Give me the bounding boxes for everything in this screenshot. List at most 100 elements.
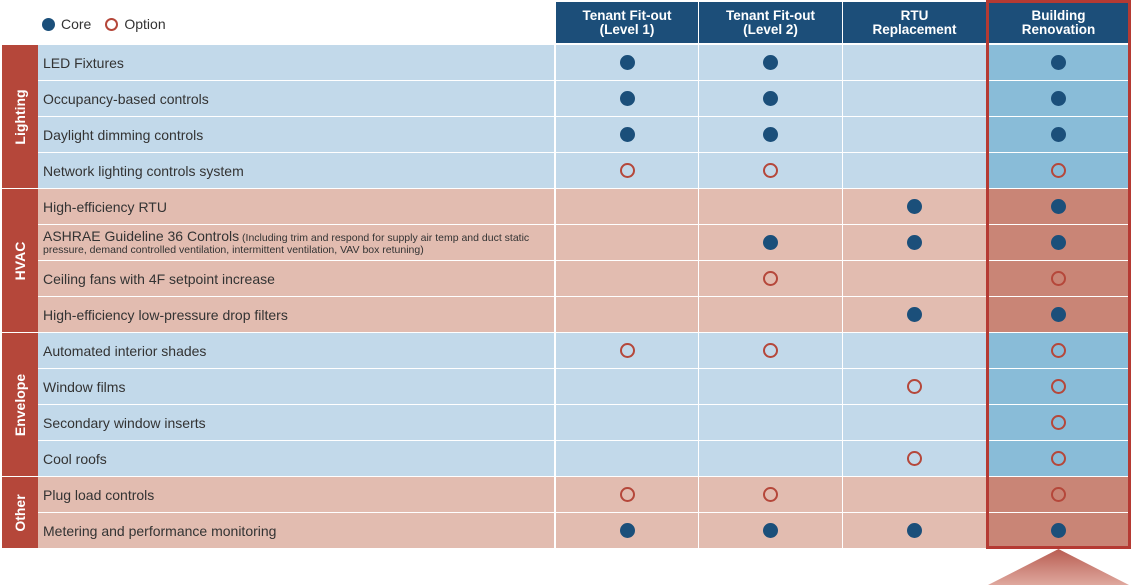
measure-label: Network lighting controls system (38, 153, 554, 188)
cell-col-1 (556, 225, 698, 260)
cell-col-4 (988, 117, 1129, 152)
option-circle-icon (1051, 163, 1066, 178)
measure-name: Occupancy-based controls (43, 90, 209, 107)
table-row: Secondary window inserts (38, 405, 1131, 440)
option-circle-icon (619, 343, 635, 358)
cell-col-3 (843, 477, 986, 512)
cell-col-4 (988, 189, 1129, 224)
cell-col-4 (988, 405, 1129, 440)
measure-note: (Including trim and respond for supply a… (43, 231, 530, 256)
cell-col-4 (988, 153, 1129, 188)
cell-col-3 (843, 369, 986, 404)
legend-core: Core (42, 16, 91, 32)
cell-col-4 (988, 261, 1129, 296)
core-dot-icon (1051, 55, 1066, 70)
cell-col-3 (843, 441, 986, 476)
option-circle-icon (619, 163, 635, 178)
cell-col-2 (699, 369, 842, 404)
table-row: High-efficiency RTU (38, 189, 1131, 224)
core-dot-icon (763, 235, 778, 250)
cell-col-3 (843, 225, 986, 260)
measure-name: Daylight dimming controls (43, 126, 204, 143)
measure-name: Secondary window inserts (43, 414, 206, 431)
measure-label: LED Fixtures (38, 45, 554, 80)
measure-name: High-efficiency low-pressure drop filter… (43, 306, 288, 323)
measure-name: Metering and performance monitoring (43, 522, 277, 539)
measure-label: High-efficiency RTU (38, 189, 554, 224)
cell-col-2 (699, 45, 842, 80)
measure-name: Ceiling fans with 4F setpoint increase (43, 270, 275, 287)
option-circle-icon (1051, 271, 1066, 286)
measure-label: Metering and performance monitoring (38, 513, 554, 548)
group-label-text: Envelope (12, 373, 28, 436)
cell-col-1 (556, 45, 698, 80)
group-label-other: Other (2, 477, 38, 548)
column-header-2: Tenant Fit-out (Level 2) (699, 2, 842, 43)
measure-name: ASHRAE Guideline 36 Controls (43, 227, 240, 244)
cell-col-1 (556, 261, 698, 296)
cell-col-1 (556, 153, 698, 188)
table-row: Metering and performance monitoring (38, 513, 1131, 548)
measure-name: Automated interior shades (43, 342, 207, 359)
measure-name: Plug load controls (43, 486, 155, 503)
option-circle-icon (907, 379, 922, 394)
cell-col-3 (843, 333, 986, 368)
table-row: Window films (38, 369, 1131, 404)
cell-col-1 (556, 117, 698, 152)
core-dot-icon (1051, 523, 1066, 538)
core-dot-icon (907, 235, 922, 250)
cell-col-4 (988, 333, 1129, 368)
cell-col-1 (556, 297, 698, 332)
column-header-1: Tenant Fit-out (Level 1) (556, 2, 698, 43)
cell-col-4 (988, 225, 1129, 260)
cell-col-4 (988, 477, 1129, 512)
cell-col-3 (843, 189, 986, 224)
core-dot-icon (763, 127, 778, 142)
group-label-text: Lighting (12, 88, 28, 145)
cell-col-1 (556, 513, 698, 548)
measure-label: Automated interior shades (38, 333, 554, 368)
measure-label: Plug load controls (38, 477, 554, 512)
option-circle-icon (907, 451, 922, 466)
cell-col-1 (556, 369, 698, 404)
core-dot-icon (619, 523, 635, 538)
measure-label: Ceiling fans with 4F setpoint increase (38, 261, 554, 296)
legend-option-label: Option (124, 16, 166, 32)
measure-name: LED Fixtures (43, 54, 124, 71)
measure-label: High-efficiency low-pressure drop filter… (38, 297, 554, 332)
cell-col-1 (556, 333, 698, 368)
option-circle-icon (1051, 343, 1066, 358)
option-circle-icon (1051, 487, 1066, 502)
cell-col-3 (843, 261, 986, 296)
measure-name: High-efficiency RTU (43, 198, 167, 215)
table-row: High-efficiency low-pressure drop filter… (38, 297, 1131, 332)
table-row: Occupancy-based controls (38, 81, 1131, 116)
core-dot-icon (763, 55, 778, 70)
cell-col-2 (699, 477, 842, 512)
cell-col-2 (699, 297, 842, 332)
option-circle-icon (763, 163, 778, 178)
cell-col-2 (699, 441, 842, 476)
cell-col-1 (556, 81, 698, 116)
table-row: Network lighting controls system (38, 153, 1131, 188)
table-row: Plug load controls (38, 477, 1131, 512)
cell-col-4 (988, 513, 1129, 548)
core-dot-icon (1051, 127, 1066, 142)
legend-core-label: Core (61, 16, 92, 32)
cell-col-3 (843, 81, 986, 116)
cell-col-4 (988, 369, 1129, 404)
core-dot-icon (1051, 91, 1066, 106)
legend: Core Option (42, 14, 180, 34)
option-circle-icon (763, 487, 778, 502)
column-header-4: Building Renovation (988, 2, 1129, 43)
core-dot-icon (619, 91, 635, 106)
core-dot-icon (42, 17, 55, 31)
cell-col-2 (699, 81, 842, 116)
core-dot-icon (907, 307, 922, 322)
measure-label: Window films (38, 369, 554, 404)
cell-col-2 (699, 333, 842, 368)
measure-label: Secondary window inserts (38, 405, 554, 440)
cell-col-4 (988, 441, 1129, 476)
cell-col-3 (843, 153, 986, 188)
cell-col-4 (988, 45, 1129, 80)
